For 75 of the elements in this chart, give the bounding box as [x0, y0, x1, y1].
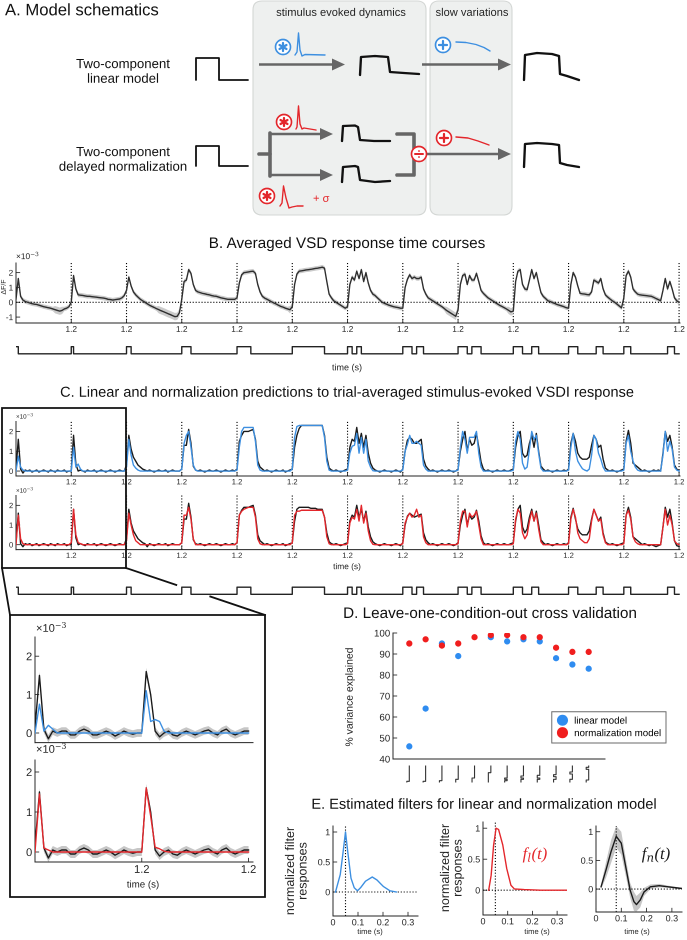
x-tick-label: 0.2: [377, 919, 389, 926]
x-tick-label: 0.2: [640, 915, 652, 922]
x-tick-label: 1.2: [342, 326, 353, 332]
text: + σ: [314, 195, 330, 202]
x-tick-label: 1.2: [232, 326, 242, 332]
y-tick-label: 0.5: [581, 857, 593, 864]
y-tick-label: 0.5: [318, 858, 330, 866]
x-tick-label: 0: [480, 918, 486, 924]
y-tick-label: 1: [326, 829, 330, 836]
x-tick-label: 0.3: [551, 918, 563, 924]
y-tick-label: 90: [380, 650, 390, 658]
x-tick-label: 1.2: [398, 326, 408, 332]
y-tick-label: 2: [9, 270, 13, 276]
y-tick-label: -1: [6, 314, 13, 320]
legend-label: linear model: [574, 716, 626, 724]
text: stimulus evoked dynamics: [276, 8, 406, 18]
x-axis-title: time (s): [332, 364, 362, 372]
y-tick-label: 1: [26, 690, 32, 699]
y-tick-label: 0: [476, 887, 480, 894]
x-tick-label: 1.2: [176, 326, 188, 332]
y-tick-label: 70: [380, 692, 390, 700]
x-tick-label: 1.2: [452, 326, 464, 332]
y-tick-label: 1: [588, 828, 593, 836]
y-axis-title: normalized filter responses: [284, 827, 310, 914]
chart-title: D. Leave-one-condition-out cross validation: [344, 606, 636, 618]
x-tick-label: 1.2: [121, 326, 132, 332]
y-tick-label: 0: [26, 729, 32, 738]
x-tick-label: 1.2: [242, 865, 256, 873]
y-tick-label: 100: [374, 630, 390, 637]
x-tick-label: 0: [330, 919, 336, 926]
x-tick-label: 0.3: [402, 919, 414, 926]
x-tick-label: 0.1: [502, 918, 514, 924]
text: ×10$^{−3}$: [16, 252, 38, 260]
x-tick-label: 0.1: [615, 915, 628, 922]
x-tick-label: 0.1: [352, 919, 364, 926]
y-tick-label: 1: [26, 808, 32, 816]
x-tick-label: 1.2: [508, 326, 519, 332]
y-tick-label: 0.5: [468, 856, 480, 863]
text: A. Model schematics: [5, 3, 158, 16]
y-axis-title: % variance explained: [345, 648, 355, 746]
y-tick-label: 40: [380, 756, 390, 763]
annotation: f$_{n}$(t): [642, 847, 670, 863]
text: Two-component linear model: [76, 58, 170, 83]
x-tick-label: 0: [594, 915, 598, 922]
text: Two-component delayed normalization: [59, 146, 186, 174]
x-axis-title: time (s): [333, 563, 360, 571]
y-tick-label: 50: [380, 734, 390, 742]
chart-title: C. Linear and normalization predictions to trial-averaged stimulus-evoked VSDI response: [60, 386, 634, 400]
x-tick-label: 1.2: [618, 326, 630, 332]
x-tick-label: 1.2: [66, 326, 77, 332]
y-tick-label: 1: [9, 284, 13, 290]
text: ×10$^{−3}$: [36, 742, 66, 753]
legend-label: normalization model: [574, 729, 660, 736]
y-tick-label: 2: [26, 652, 32, 660]
y-tick-label: 0: [326, 888, 330, 896]
x-tick-label: 0.3: [666, 915, 678, 922]
y-tick-label: 0: [588, 886, 593, 892]
y-tick-label: 1: [476, 825, 480, 832]
annotation: f$_{l}$(t): [522, 847, 547, 863]
x-axis-title: time (s): [126, 880, 159, 890]
y-axis-title: normalized filter responses: [440, 824, 464, 912]
x-tick-label: 1.2: [134, 865, 149, 873]
x-tick-label: 0.2: [526, 918, 538, 924]
chart-title: B. Averaged VSD response time courses: [210, 236, 485, 252]
x-tick-label: 1.2: [287, 326, 298, 332]
y-tick-label: 0: [26, 848, 32, 856]
text: E. Estimated filters for linear and normalization model: [312, 798, 656, 809]
y-tick-label: 0: [8, 299, 13, 306]
text: slow variations: [436, 8, 508, 16]
y-tick-label: 60: [380, 714, 390, 721]
x-tick-label: 1.2: [674, 326, 684, 332]
text: ×10$^{−3}$: [36, 622, 66, 632]
y-tick-label: 2: [26, 768, 32, 776]
x-tick-label: 1.2: [563, 326, 574, 332]
y-tick-label: 80: [380, 672, 390, 679]
